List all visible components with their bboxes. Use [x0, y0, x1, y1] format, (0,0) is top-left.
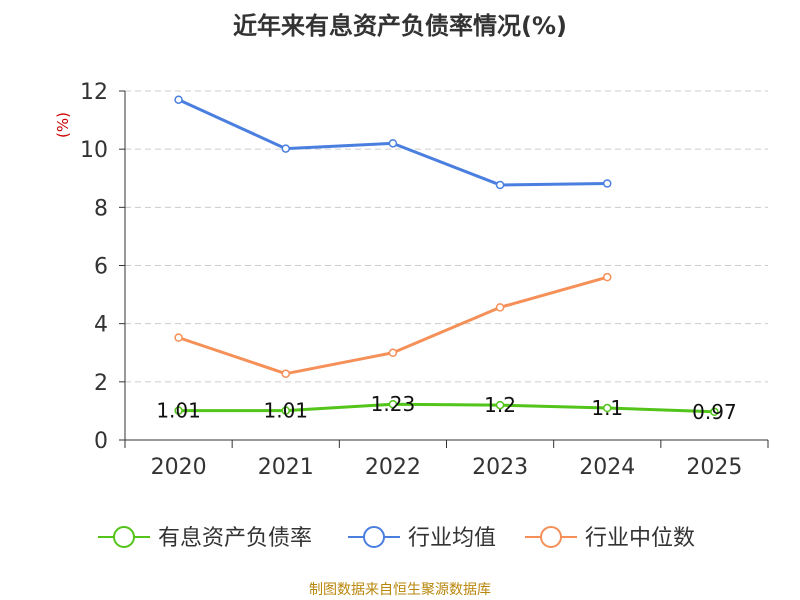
x-tick-label: 2025 [686, 455, 742, 480]
legend-label: 有息资产负债率 [158, 526, 312, 551]
data-point [281, 369, 290, 378]
legend-marker [113, 526, 135, 548]
data-label: 1.01 [156, 399, 201, 423]
x-tick-label: 2024 [579, 455, 635, 480]
chart-title: 近年来有息资产负债率情况(%) [233, 12, 567, 40]
data-point [281, 406, 290, 415]
data-point [603, 403, 612, 413]
grid-lines [125, 90, 768, 383]
data-point [495, 303, 505, 312]
data-point [388, 139, 398, 148]
data-point [710, 407, 719, 417]
y-tick-label: 0 [94, 429, 108, 454]
y-axis-label: (%) [54, 112, 72, 138]
data-point [388, 399, 398, 409]
legend: 有息资产负债率 行业均值 行业中位数 [98, 526, 695, 551]
axes: 0 2 4 6 8 10 12 2020 2021 2022 2023 2024 2025 [80, 80, 769, 480]
data-label: 1.2 [484, 393, 516, 417]
x-tick-label: 2021 [258, 455, 314, 480]
data-label: 1.1 [591, 396, 623, 420]
y-tick-label: 8 [94, 196, 108, 221]
data-point [281, 144, 290, 153]
series-group: 1.01 1.01 1.23 1.2 1.1 0.97 [156, 95, 737, 424]
data-point [174, 406, 183, 415]
x-tick-label: 2022 [365, 455, 421, 480]
data-point [388, 348, 398, 357]
y-tick-label: 4 [94, 313, 108, 338]
data-point [603, 179, 612, 188]
y-tick-label: 2 [94, 371, 108, 396]
data-label: 1.01 [263, 399, 308, 423]
data-point [603, 272, 612, 282]
x-tick-label: 2023 [472, 455, 528, 480]
y-tick-label: 10 [80, 138, 108, 163]
legend-marker [363, 526, 385, 548]
source-note: 制图数据来自恒生聚源数据库 [309, 582, 491, 598]
series-line-2 [178, 275, 608, 376]
y-tick-label: 12 [80, 80, 108, 105]
data-label: 0.97 [692, 400, 737, 424]
data-point [174, 333, 183, 342]
series-line-0 [178, 402, 715, 414]
legend-label: 行业中位数 [585, 526, 695, 551]
data-point [495, 400, 505, 410]
data-point [495, 180, 505, 190]
x-tick-label: 2020 [151, 455, 207, 480]
data-point [174, 95, 183, 104]
data-label: 1.23 [371, 392, 416, 416]
legend-label: 行业均值 [408, 526, 496, 551]
legend-marker [540, 526, 562, 548]
y-tick-label: 6 [94, 255, 108, 280]
